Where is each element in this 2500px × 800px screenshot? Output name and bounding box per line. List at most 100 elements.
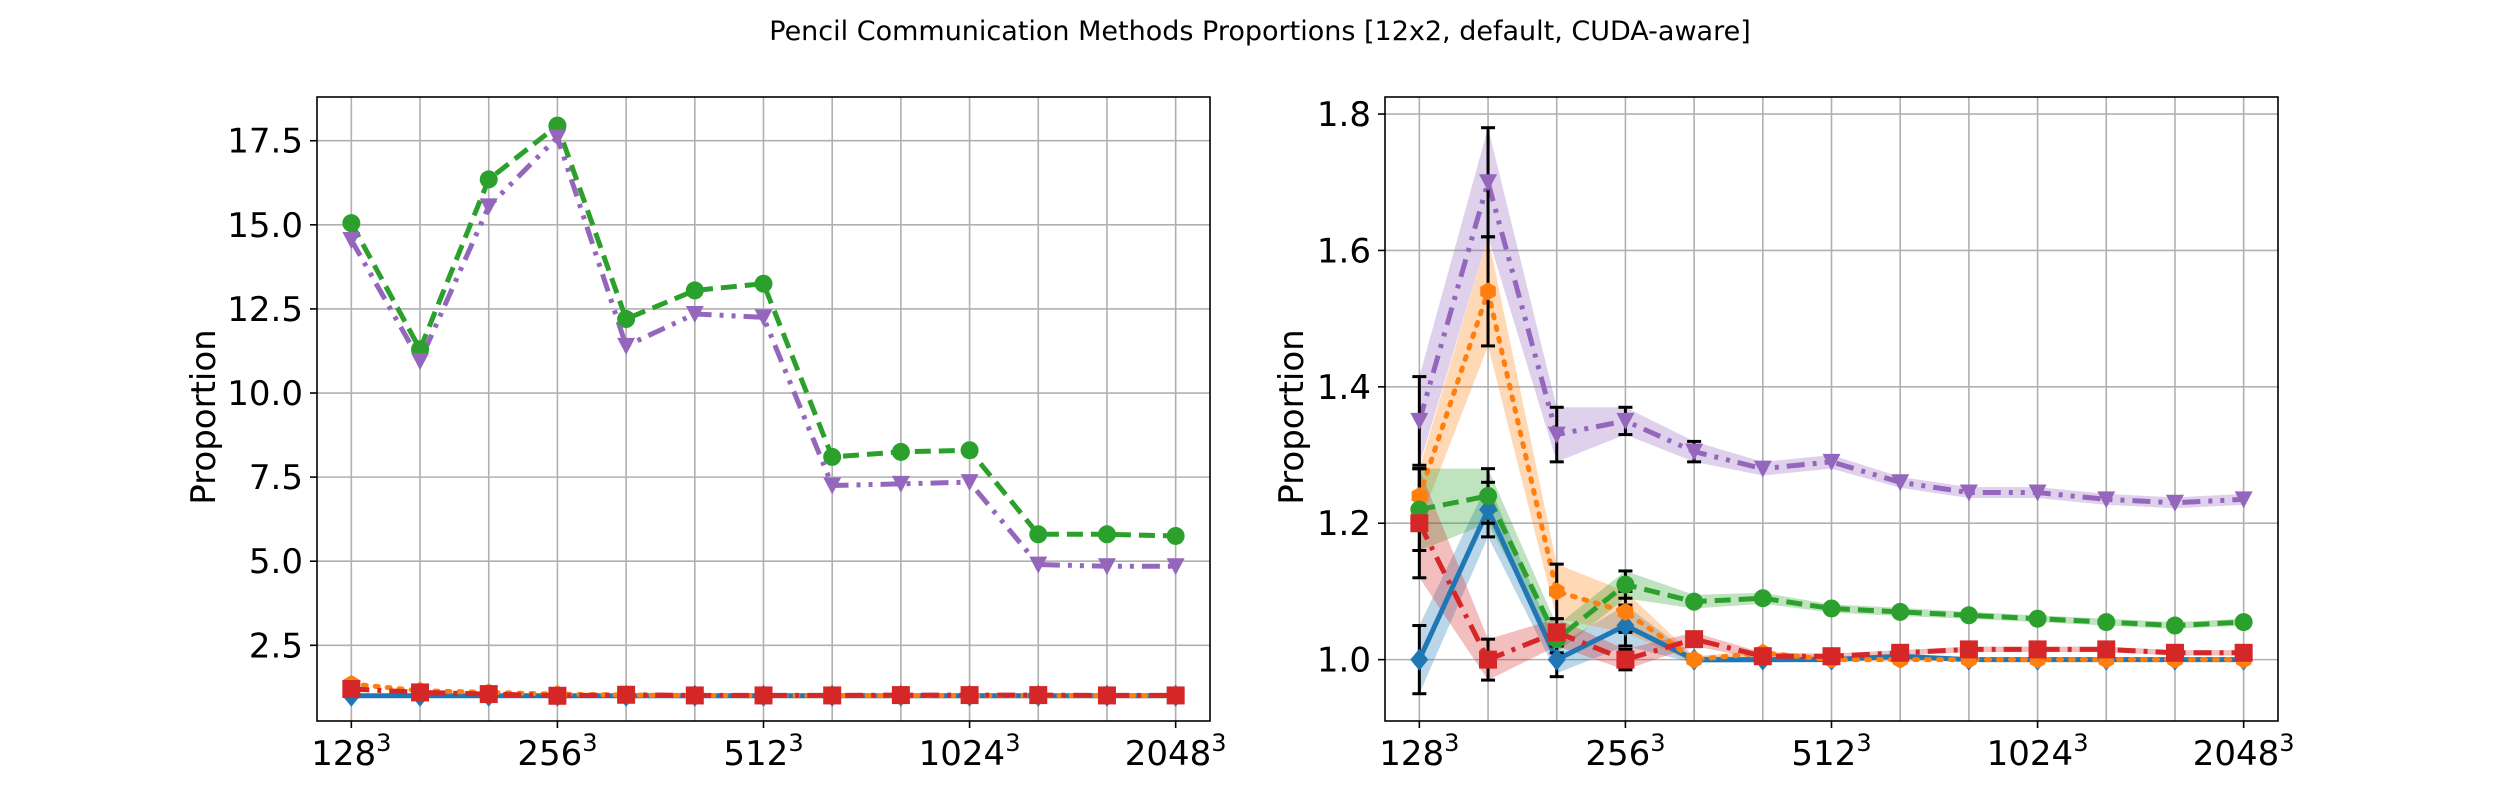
series-4-point (1959, 640, 1978, 659)
series-5-point (2234, 491, 2253, 509)
series-3-point (960, 441, 979, 460)
series-1-point (1479, 498, 1498, 521)
series-5-point (1891, 474, 1910, 492)
series-4-point (1029, 686, 1048, 705)
x-tick-exponent: 3 (376, 729, 391, 757)
x-tick-base: 2048 (1125, 734, 1212, 774)
series-3-point (2097, 613, 2116, 632)
series-5-point (1959, 484, 1978, 502)
series-5-point (823, 477, 842, 495)
series-4-point (1479, 650, 1498, 669)
series-3-point (685, 281, 704, 300)
series-4-point (1097, 686, 1116, 705)
y-tick-label: 2.5 (249, 626, 303, 666)
series-4-point (617, 685, 636, 704)
x-tick-base: 128 (1379, 734, 1444, 774)
series-3-point (1891, 602, 1910, 621)
series-5-point (2097, 491, 2116, 509)
x-tick-label: 10243 (1987, 729, 2089, 774)
series-4-point (1753, 647, 1772, 666)
x-tick-label: 20483 (1125, 729, 1227, 774)
series-3-point (2028, 609, 2047, 628)
series-4-point (2028, 640, 2047, 659)
y-tick-label: 10.0 (227, 374, 303, 414)
x-tick-label: 5123 (1791, 729, 1871, 774)
series-2-point (1411, 486, 1428, 505)
series-4-point (823, 686, 842, 705)
series-5-point (548, 129, 567, 147)
x-tick-base: 1024 (1987, 734, 2074, 774)
series-4-point (1685, 630, 1704, 649)
series-4-point (754, 686, 773, 705)
series-3-point (342, 214, 361, 233)
x-tick-base: 256 (1585, 734, 1650, 774)
series-4-point (1547, 623, 1566, 642)
series-5-point (2165, 494, 2184, 512)
series-3-point (1166, 526, 1185, 545)
series-4-point (342, 680, 361, 699)
series-5-point (1097, 558, 1116, 576)
x-tick-exponent: 3 (2073, 729, 2088, 757)
figure-title: Pencil Communication Methods Proportions… (769, 16, 1751, 47)
series-3-point (891, 442, 910, 461)
series-3-point (617, 310, 636, 329)
series-3-point (1685, 592, 1704, 611)
series-2-point (1617, 602, 1634, 621)
series-5-point (1547, 426, 1566, 444)
series-5-point (1822, 453, 1841, 471)
x-tick-exponent: 3 (1856, 729, 1871, 757)
series-4-point (685, 686, 704, 705)
series-5-point (2028, 484, 2047, 502)
series-3-point (754, 274, 773, 293)
x-tick-base: 1024 (919, 734, 1006, 774)
series-4-point (891, 686, 910, 705)
series-1-point (1616, 614, 1635, 637)
x-tick-label: 1283 (1379, 729, 1459, 774)
series-1-point (1410, 648, 1429, 671)
x-tick-label: 2563 (517, 729, 597, 774)
series-2-point (1480, 282, 1496, 301)
series-4-point (1822, 647, 1841, 666)
series-4-point (479, 685, 498, 704)
series-5-point (1616, 412, 1635, 430)
series-5-point (1166, 558, 1185, 576)
y-tick-label: 1.8 (1317, 95, 1371, 135)
series-5-point (1029, 556, 1048, 574)
series-4-confidence-band (1419, 468, 2244, 681)
x-tick-exponent: 3 (2279, 729, 2294, 757)
series-4-point (548, 686, 567, 705)
x-tick-label: 1283 (311, 729, 391, 774)
right-data-layer (1410, 126, 2253, 696)
series-5-point (891, 475, 910, 493)
x-tick-label: 10243 (919, 729, 1021, 774)
series-3-point (1616, 575, 1635, 594)
x-tick-base: 256 (517, 734, 582, 774)
series-4-point (2165, 643, 2184, 662)
series-2-point (1686, 650, 1702, 669)
series-1-point (1547, 648, 1566, 671)
y-tick-label: 15.0 (227, 206, 303, 246)
y-tick-label: 1.6 (1317, 231, 1371, 271)
y-tick-label: 5.0 (249, 542, 303, 582)
series-3-point (1097, 525, 1116, 544)
y-tick-label: 1.0 (1317, 641, 1371, 681)
series-3-point (1753, 589, 1772, 608)
series-4-point (1166, 686, 1185, 705)
series-5-point (411, 353, 430, 371)
series-5-point (754, 309, 773, 327)
series-4-point (1616, 650, 1635, 669)
series-4-point (1891, 643, 1910, 662)
series-3-point (1959, 606, 1978, 625)
right-axes-frame (1384, 96, 2279, 722)
x-tick-exponent: 3 (788, 729, 803, 757)
y-axis-label: Proportion (184, 329, 224, 504)
x-tick-base: 512 (1791, 734, 1856, 774)
y-tick-label: 17.5 (227, 122, 303, 162)
series-4-point (2097, 640, 2116, 659)
y-tick-label: 7.5 (249, 458, 303, 498)
series-5-point (1685, 443, 1704, 461)
series-5-point (1479, 174, 1498, 192)
left-axes-frame (316, 96, 1211, 722)
y-tick-label: 1.4 (1317, 368, 1371, 408)
